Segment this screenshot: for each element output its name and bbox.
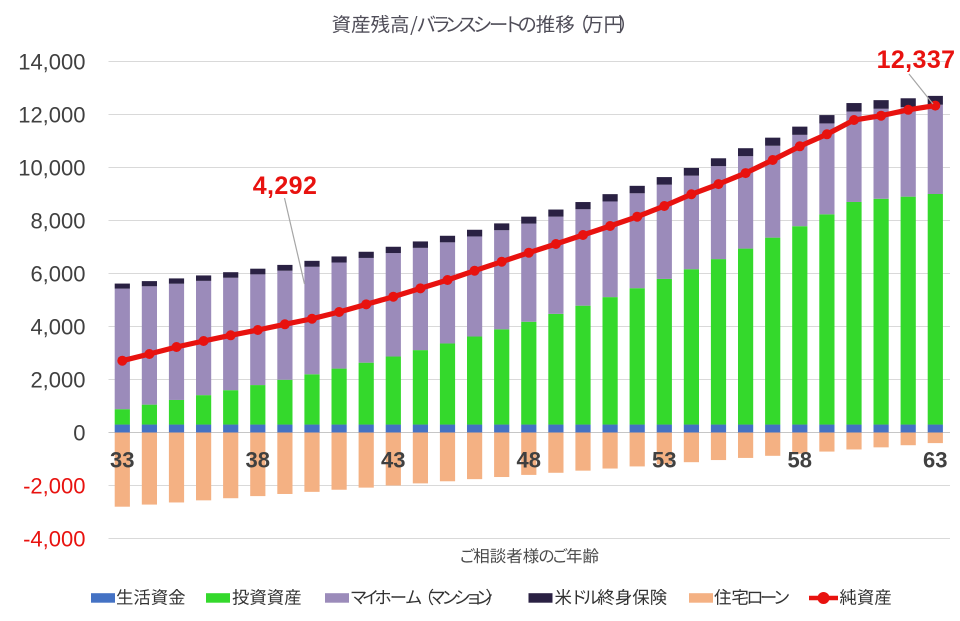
- svg-text:43: 43: [381, 448, 405, 473]
- svg-text:10,000: 10,000: [18, 155, 85, 180]
- svg-text:6,000: 6,000: [30, 261, 85, 286]
- svg-text:58: 58: [788, 448, 812, 473]
- svg-text:8,000: 8,000: [30, 208, 85, 233]
- svg-text:4,292: 4,292: [253, 172, 318, 200]
- svg-text:33: 33: [110, 448, 134, 473]
- svg-text:12,000: 12,000: [18, 102, 85, 127]
- svg-text:0: 0: [73, 420, 85, 445]
- svg-text:2,000: 2,000: [30, 367, 85, 392]
- svg-text:38: 38: [246, 448, 270, 473]
- svg-text:4,000: 4,000: [30, 314, 85, 339]
- svg-text:14,000: 14,000: [18, 49, 85, 74]
- svg-text:-2,000: -2,000: [23, 473, 85, 498]
- svg-text:12,337: 12,337: [877, 46, 956, 74]
- svg-text:48: 48: [517, 448, 541, 473]
- svg-text:63: 63: [923, 448, 947, 473]
- svg-text:53: 53: [652, 448, 676, 473]
- svg-text:-4,000: -4,000: [23, 526, 85, 551]
